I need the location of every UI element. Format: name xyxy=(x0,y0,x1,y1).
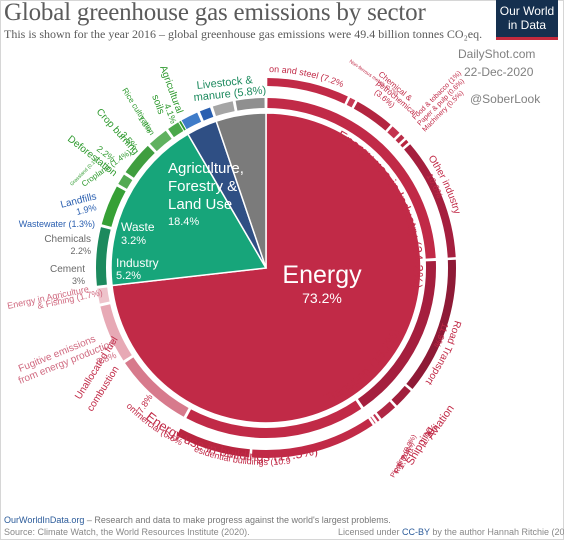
outer-arc-road-transport[interactable] xyxy=(406,259,456,390)
watermark-handle: @SoberLook xyxy=(470,92,541,106)
watermark-site: DailyShot.com xyxy=(458,47,536,61)
label-agri-2: Forestry & xyxy=(168,178,237,195)
middle-arc-cropland[interactable] xyxy=(168,122,184,138)
label-waste-value: 3.2% xyxy=(121,235,146,247)
label-industry-value: 5.2% xyxy=(116,270,141,282)
middle-arc-transport[interactable] xyxy=(357,260,436,408)
middle-arc-agricultural-soils[interactable] xyxy=(101,186,126,227)
footer-license: Licensed under CC-BY by the author Hanna… xyxy=(338,527,564,537)
inner-slice-industry[interactable] xyxy=(215,112,267,269)
owid-logo[interactable]: Our World in Data xyxy=(496,0,558,40)
outer-arc-food-tobacco[interactable] xyxy=(387,126,400,139)
middle-arc-landfills[interactable] xyxy=(181,112,202,130)
license-post: by the author Hannah Ritchie (2020). xyxy=(432,527,564,537)
outer-arc-paper-pulp[interactable] xyxy=(395,134,405,144)
middle-arc-energy-use-in-buildings[interactable] xyxy=(186,400,362,439)
label-wastewater: Wastewater (1.3%) xyxy=(19,219,95,229)
license-pre: Licensed under xyxy=(338,527,403,537)
middle-arc-energy-use-in-industry[interactable] xyxy=(267,98,436,259)
outer-arc-chemical-petrochemical[interactable] xyxy=(353,101,391,131)
watermark-date: 22-Dec-2020 xyxy=(464,65,534,79)
footer-source: Source: Climate Watch, the World Resourc… xyxy=(4,527,250,537)
label-cement-value: 3% xyxy=(72,276,85,286)
footer-line-1: OurWorldInData.org – Research and data t… xyxy=(4,515,391,525)
label-agri-3: Land Use xyxy=(168,196,232,213)
sunburst-arcs xyxy=(95,78,456,458)
middle-arc-energy-in-agriculture-fishing[interactable] xyxy=(97,287,110,304)
label-energy-value: 73.2% xyxy=(302,290,342,306)
license-link[interactable]: CC-BY xyxy=(402,527,430,537)
inner-slice-agriculture-forestry-land-use[interactable] xyxy=(110,133,268,287)
outer-arc-shipping[interactable] xyxy=(376,401,396,419)
outer-arc-aviation[interactable] xyxy=(391,385,411,406)
middle-arc-livestock-manure[interactable] xyxy=(95,227,111,286)
outer-arc-rail[interactable] xyxy=(373,413,380,422)
logo-line-1: Our World xyxy=(499,4,555,18)
middle-arc-unallocated-fuel-combustion[interactable] xyxy=(125,357,189,417)
chart-subtitle: This is shown for the year 2016 – global… xyxy=(4,27,483,41)
outer-arc-machinery[interactable] xyxy=(400,139,409,148)
middle-arc-wastewater[interactable] xyxy=(199,107,214,121)
outer-arc-non-ferrous-metals[interactable] xyxy=(346,97,356,108)
middle-arc-cement[interactable] xyxy=(235,98,265,111)
label-landfills-value: 1.9% xyxy=(75,202,97,217)
outer-arc-iron-and-steel[interactable] xyxy=(267,78,348,104)
middle-arc-rice-cultivation[interactable] xyxy=(118,174,133,189)
label-industry: Industry xyxy=(116,256,159,270)
footer-tagline: – Research and data to make progress aga… xyxy=(84,515,391,525)
chart-title: Global greenhouse gas emissions by secto… xyxy=(4,0,426,26)
label-chemicals: Chemicals xyxy=(44,234,91,245)
middle-arc-chemicals[interactable] xyxy=(212,101,235,117)
label-cement: Cement xyxy=(50,264,85,275)
outer-arc-commercial[interactable] xyxy=(176,428,250,458)
middle-arc-crop-burning[interactable] xyxy=(125,145,155,178)
label-waste: Waste xyxy=(121,220,155,234)
label-chemicals-value: 2.2% xyxy=(70,246,91,256)
label-agri-1: Agriculture, xyxy=(168,160,244,177)
label-energy: Energy xyxy=(282,261,362,289)
middle-arc-grassland[interactable] xyxy=(179,120,186,131)
logo-line-2: in Data xyxy=(507,18,547,32)
middle-arc-deforestation[interactable] xyxy=(149,130,172,152)
label-livestock-1: Livestock & xyxy=(196,74,254,92)
owid-link[interactable]: OurWorldInData.org xyxy=(4,515,85,525)
outer-arc-other-industry[interactable] xyxy=(404,144,456,258)
outer-arc-residential-buildings[interactable] xyxy=(251,418,373,458)
label-agri-value: 18.4% xyxy=(168,216,199,228)
middle-arc-fugitive-emissions-from-energy-production[interactable] xyxy=(100,304,132,361)
outer-arc-pipeline[interactable] xyxy=(370,416,376,424)
